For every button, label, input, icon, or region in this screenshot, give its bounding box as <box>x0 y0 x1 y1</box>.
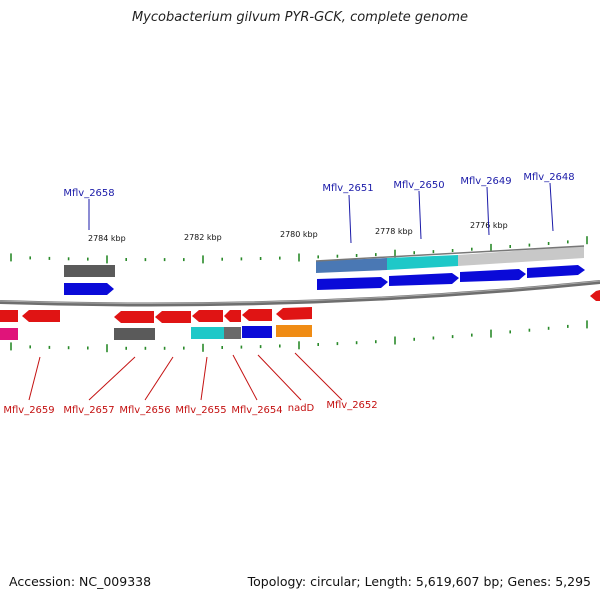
cog-bar <box>224 327 241 339</box>
reverse-gene-label: Mflv_2655 <box>175 405 226 416</box>
cog-bar <box>0 328 18 340</box>
reverse-gene-arrow <box>242 309 272 321</box>
tick-marks-bottom <box>10 320 588 353</box>
label-leader <box>88 356 136 401</box>
reverse-gene-label: Mflv_2659 <box>3 405 54 416</box>
cog-bar <box>114 328 155 340</box>
reverse-gene-arrow <box>155 311 191 323</box>
cog-bar <box>458 246 584 266</box>
cog-bar <box>387 255 458 270</box>
cog-bar <box>191 327 224 339</box>
cog-bar <box>242 326 272 338</box>
reverse-gene-label: Mflv_2652 <box>326 400 377 411</box>
forward-gene-label: Mflv_2650 <box>393 180 444 191</box>
cog-bar <box>276 325 312 337</box>
scale-label: 2778 kbp <box>375 227 413 236</box>
label-leader <box>257 354 302 401</box>
scale-label: 2782 kbp <box>184 233 222 242</box>
map-title: Mycobacterium gilvum PYR-GCK, complete g… <box>131 10 469 25</box>
reverse-gene-label: Mflv_2654 <box>231 405 282 416</box>
reverse-gene-arrow <box>0 310 18 322</box>
cog-bar <box>316 258 387 273</box>
forward-gene-label: Mflv_2649 <box>460 176 511 187</box>
reverse-gene-label: Mflv_2656 <box>119 405 170 416</box>
reverse-gene-arrow <box>590 290 600 301</box>
cog-bar <box>64 265 115 277</box>
label-leader <box>348 194 352 244</box>
label-leader <box>549 182 554 232</box>
label-leader <box>200 356 208 401</box>
accession-text: Accession: NC_009338 <box>9 574 152 589</box>
forward-gene-arrow <box>460 269 526 282</box>
forward-gene-label: Mflv_2658 <box>63 188 114 199</box>
forward-gene-arrow <box>389 273 459 286</box>
label-leader <box>418 190 422 240</box>
scale-label: 2784 kbp <box>88 234 126 243</box>
scale-label: 2780 kbp <box>280 230 318 239</box>
reverse-gene-label: Mflv_2657 <box>63 405 114 416</box>
reverse-gene-arrow <box>224 310 241 322</box>
forward-gene-arrow <box>64 283 114 295</box>
label-leader <box>28 356 41 401</box>
genome-summary-text: Topology: circular; Length: 5,619,607 bp… <box>247 574 591 589</box>
reverse-gene-arrow <box>276 307 312 320</box>
cog-bar-outline <box>315 245 585 262</box>
forward-gene-label: Mflv_2648 <box>523 172 574 183</box>
label-leader <box>294 352 343 401</box>
label-leader <box>144 356 174 401</box>
label-leader <box>486 186 490 236</box>
forward-gene-arrow <box>527 265 585 278</box>
reverse-gene-arrow <box>192 310 223 322</box>
reverse-gene-arrow <box>22 310 60 322</box>
reverse-gene-arrow <box>114 311 154 323</box>
label-leader <box>232 354 258 401</box>
forward-gene-label: Mflv_2651 <box>322 183 373 194</box>
reverse-gene-label: nadD <box>288 403 315 414</box>
genome-backbone <box>0 280 600 307</box>
forward-gene-arrow <box>317 277 388 290</box>
genome-backbone-highlight <box>0 280 600 304</box>
